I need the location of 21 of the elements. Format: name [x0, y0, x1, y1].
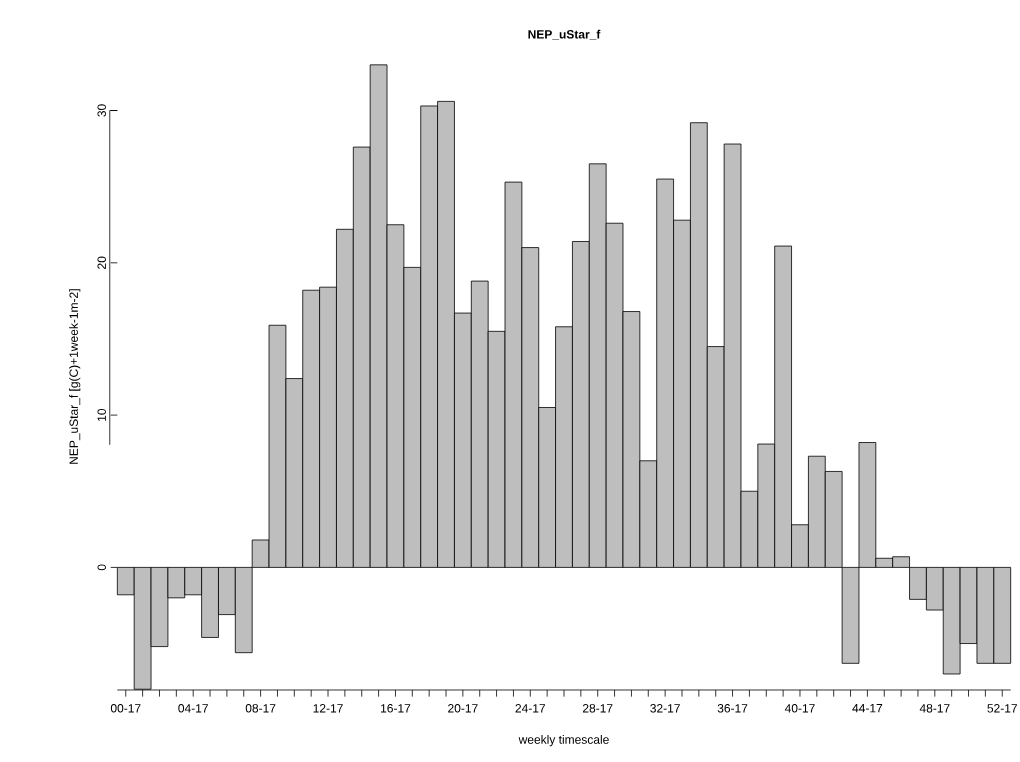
y-tick-label: 20 [97, 256, 106, 269]
x-tick-label: 24-17 [515, 704, 546, 713]
x-axis-title: weekly timescale [518, 735, 609, 747]
x-tick-label: 32-17 [650, 704, 680, 713]
x-tick-label: 48-17 [919, 704, 950, 713]
x-tick-label: 36-17 [717, 704, 748, 713]
x-tick-label: 12-17 [313, 704, 343, 713]
x-tick-label: 08-17 [245, 704, 276, 713]
x-tick-label: 44-17 [852, 704, 883, 713]
x-tick-label: 00-17 [110, 704, 141, 713]
y-tick-label: 30 [97, 104, 106, 117]
y-tick-label: 0 [97, 564, 106, 571]
x-tick-label: 52-17 [987, 704, 1017, 713]
x-tick-label: 28-17 [582, 704, 613, 713]
x-tick-label: 20-17 [448, 704, 478, 713]
chart-title: NEP_uStar_f [528, 29, 601, 40]
y-axis-title: NEP_uStar_f [g(C)+1week-1m-2] [69, 289, 81, 464]
x-tick-label: 40-17 [784, 704, 815, 713]
x-tick-label: 16-17 [381, 704, 411, 713]
y-tick-label: 10 [97, 408, 106, 421]
x-tick-label: 04-17 [178, 704, 208, 713]
